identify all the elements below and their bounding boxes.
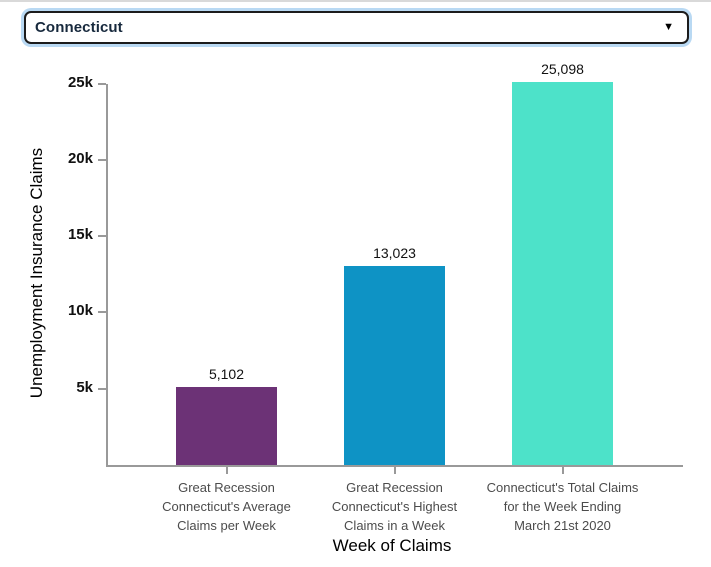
y-axis-tick-label: 20k [67, 149, 93, 167]
x-axis-category-label: Great Recession Connecticut's Highest Clai… [303, 478, 487, 535]
category-label-line: Great Recession [178, 480, 275, 495]
category-label-line: Connecticut's Highest [331, 499, 458, 514]
bar[interactable] [512, 82, 613, 465]
x-axis-category-label: Great Recession Connecticut's Average Clai… [135, 478, 319, 535]
x-axis-category-label: Connecticut's Total Claims for the Week E… [471, 478, 655, 535]
category-label-line: Claims per Week [177, 518, 276, 533]
chevron-down-icon: ▼ [663, 21, 674, 33]
x-axis-tick [561, 467, 564, 474]
y-axis-line [106, 83, 108, 467]
y-axis-tick-label: 15k [67, 226, 93, 244]
y-axis-tick-label: 5k [76, 378, 93, 396]
y-axis-tick-label: 25k [67, 73, 93, 91]
category-label-line: for the Week Ending [503, 499, 622, 514]
bar[interactable] [344, 266, 445, 465]
y-axis-tick [98, 387, 106, 390]
category-label-line: March 21st 2020 [514, 518, 611, 533]
state-select-dropdown[interactable]: Connecticut ▼ [24, 11, 689, 44]
x-axis-tick [393, 467, 396, 474]
window-top-edge [0, 0, 711, 2]
y-axis-title: Unemployment Insurance Claims [27, 147, 46, 399]
y-axis-tick [98, 235, 106, 238]
state-select-value: Connecticut [35, 19, 123, 36]
category-label-line: Claims in a Week [344, 518, 445, 533]
y-axis-tick [98, 311, 106, 314]
x-axis-line [106, 465, 683, 467]
y-axis-tick [98, 158, 106, 161]
x-axis-title: Week of Claims [332, 536, 452, 555]
y-axis-tick-label: 10k [67, 302, 93, 320]
y-axis-tick [98, 82, 106, 85]
category-label-line: Connecticut's Total Claims [486, 480, 639, 495]
bar-value-label: 5,102 [208, 366, 245, 383]
category-label-line: Connecticut's Average [162, 499, 291, 514]
bar-value-label: 25,098 [541, 61, 584, 77]
bar[interactable] [176, 387, 277, 465]
x-axis-tick [225, 467, 228, 474]
category-label-line: Great Recession [346, 480, 443, 495]
unemployment-claims-bar-chart: Unemployment Insurance Claims 5k 10k 15k 20… [0, 52, 711, 567]
bar-value-label: 13,023 [373, 245, 416, 262]
